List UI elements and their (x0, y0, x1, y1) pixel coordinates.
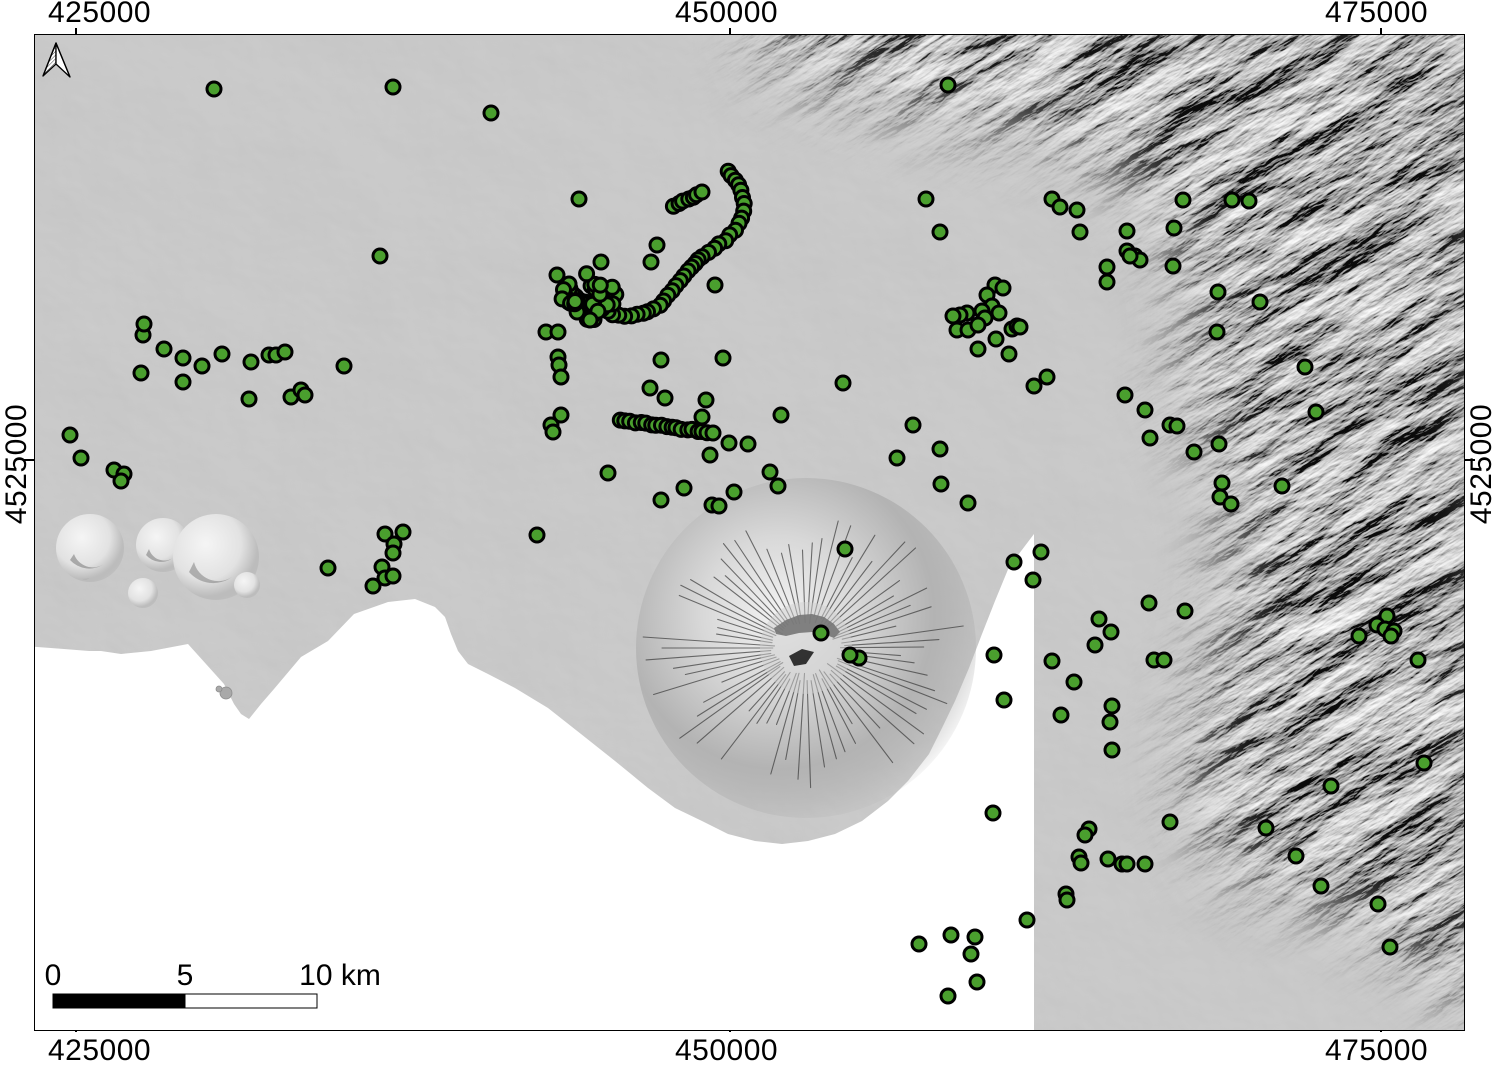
svg-text:5: 5 (177, 959, 194, 992)
svg-text:10 km: 10 km (299, 959, 381, 992)
svg-text:0: 0 (45, 959, 62, 992)
